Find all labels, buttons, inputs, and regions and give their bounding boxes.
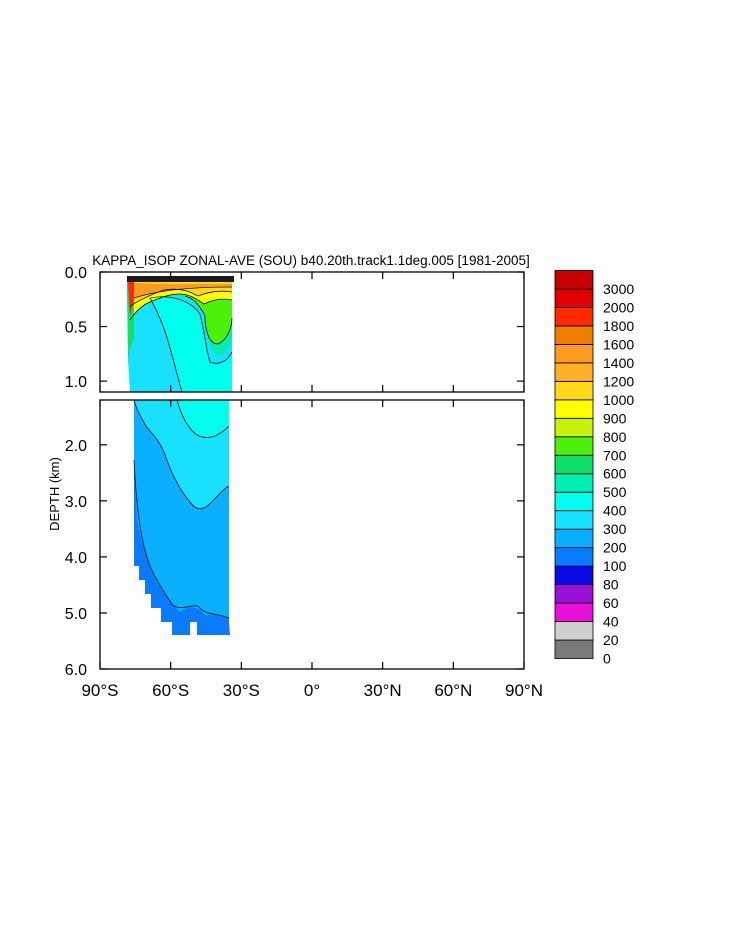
colorbar-label: 300: [603, 521, 627, 537]
colorbar-label: 700: [603, 447, 627, 463]
contour-line-8: [133, 286, 233, 299]
field-400-500-upper: [150, 296, 232, 392]
y-tick-label: 1.0: [65, 374, 87, 391]
y-tick-label: 0.5: [65, 320, 87, 337]
colorbar-box: [554, 510, 594, 530]
colorbar-box: [554, 584, 594, 604]
y-tick-label: 5.0: [65, 606, 87, 623]
colorbar-box: [554, 436, 594, 456]
colorbar-box: [554, 547, 594, 567]
colorbar-label: 400: [603, 503, 627, 519]
colorbar-box: [554, 380, 594, 401]
contour-line-4: [149, 296, 233, 364]
y-tick-label: 6.0: [65, 662, 87, 679]
colorbar-box: [554, 307, 594, 327]
colorbar-label: 500: [603, 484, 627, 500]
colorbar-label: 3000: [603, 281, 634, 297]
colorbar-label: 2000: [603, 299, 634, 315]
y-tick-label: 3.0: [65, 494, 87, 511]
colorbar-box: [554, 621, 594, 641]
colorbar-box: [554, 362, 594, 382]
colorbar: 0 20 40 60 80 100 200 300 400 500 600 700 800 900 1000…: [554, 270, 634, 667]
field-1800-2000-edge: [128, 282, 134, 316]
y-axis-label: DEPTH (km): [47, 457, 62, 531]
colorbar-label: 0: [603, 651, 611, 667]
colorbar-label: 1000: [603, 392, 634, 408]
x-tick-label: 60°S: [152, 681, 189, 700]
colorbar-box: [554, 602, 594, 622]
colorbar-label: 800: [603, 429, 627, 445]
colorbar-label: 1800: [603, 318, 634, 334]
colorbar-box: [554, 270, 594, 290]
colorbar-box: [554, 417, 594, 438]
field-surface-dense: [127, 276, 234, 282]
chart-title: KAPPA_ISOP ZONAL-AVE (SOU) b40.20th.trac…: [92, 253, 530, 268]
colorbar-label: 600: [603, 466, 627, 482]
colorbar-label: 40: [603, 614, 619, 630]
x-tick-label: 0°: [304, 681, 320, 700]
x-tick-label: 30°N: [364, 681, 402, 700]
field-700-800: [185, 286, 232, 344]
contour-line-1: [133, 399, 230, 510]
colorbar-box: [554, 454, 594, 475]
x-tick-label: 60°N: [434, 681, 472, 700]
colorbar-box: [554, 491, 594, 512]
y-tick-label: 4.0: [65, 550, 87, 567]
colorbar-box: [554, 325, 594, 345]
colorbar-box: [554, 473, 594, 493]
contour-line-5: [184, 295, 233, 345]
colorbar-box: [554, 288, 594, 308]
x-tick-label: 30°S: [223, 681, 260, 700]
colorbar-label: 1400: [603, 355, 634, 371]
colorbar-label: 200: [603, 540, 627, 556]
x-tick-label: 90°N: [505, 681, 543, 700]
contour-line-7: [129, 293, 233, 321]
colorbar-box: [554, 565, 594, 585]
colorbar-label: 60: [603, 595, 619, 611]
colorbar-box: [554, 344, 594, 364]
y-tick-label: 0.0: [65, 265, 87, 282]
colorbar-label: 80: [603, 577, 619, 593]
contour-line-0: [133, 459, 230, 619]
contour-line-3: [149, 297, 183, 393]
axes: 90°S 60°S 30°S 0° 30°N 60°N 90°N 0.0 0.5 1.0 2.0 3.…: [65, 265, 543, 700]
colorbar-label: 100: [603, 558, 627, 574]
colorbar-label: 1200: [603, 373, 634, 389]
colorbar-label: 20: [603, 632, 619, 648]
colorbar-box: [554, 639, 594, 659]
colorbar-box: [554, 528, 594, 549]
field-800-900: [130, 286, 232, 320]
contour-line-2: [176, 399, 230, 438]
contour-line-6: [129, 288, 233, 307]
contour-fields: [127, 276, 234, 635]
colorbar-label: 900: [603, 410, 627, 426]
colorbar-box: [554, 399, 594, 419]
colorbar-label: 1600: [603, 336, 634, 352]
contour-lines: [129, 286, 233, 619]
field-1400-1600: [134, 283, 232, 298]
y-tick-label: 2.0: [65, 438, 87, 455]
x-tick-label: 90°S: [81, 681, 118, 700]
